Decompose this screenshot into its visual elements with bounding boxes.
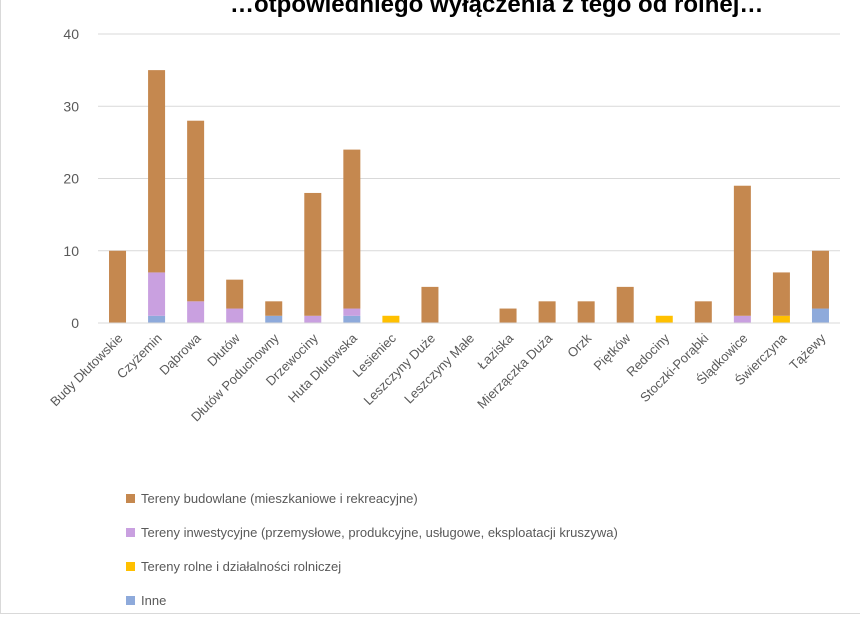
bar-segment	[382, 315, 400, 323]
legend-label: Tereny budowlane (mieszkaniowe i rekreac…	[141, 490, 418, 506]
y-tick-label: 40	[63, 26, 79, 42]
y-axis-ticks: 0 10 20 30 40	[63, 26, 79, 331]
bar-segment	[187, 301, 205, 323]
bar-segment	[304, 315, 322, 323]
y-tick-label: 20	[63, 171, 79, 187]
bar-segment	[655, 315, 673, 323]
bar-segment	[265, 301, 283, 316]
bar-segment	[226, 279, 244, 309]
bar-segment	[811, 308, 829, 323]
legend-swatch	[126, 561, 135, 571]
bar-segment	[421, 286, 439, 323]
bar-segment	[343, 149, 361, 309]
bar-segment	[226, 308, 244, 323]
x-category-label: Orzk	[564, 330, 594, 360]
gridlines	[98, 33, 840, 252]
bar-segment	[109, 250, 127, 323]
y-tick-label: 30	[63, 98, 79, 114]
bar-segment	[811, 250, 829, 309]
bars	[109, 70, 829, 323]
bar-segment	[499, 308, 517, 323]
x-category-label: Leszczyny Małe	[401, 331, 477, 407]
bar-segment	[772, 272, 790, 316]
bar-segment	[265, 315, 283, 323]
bar-segment	[343, 308, 361, 316]
bar-segment	[733, 185, 751, 316]
y-tick-label: 0	[71, 315, 79, 331]
legend-swatch	[126, 595, 135, 605]
bar-segment	[148, 315, 166, 323]
x-category-label: Tążewy	[786, 330, 829, 373]
chart-title: …otpowiedniego wyłączenia z tego od roln…	[230, 0, 764, 18]
bar-segment	[343, 315, 361, 323]
legend-item: Tereny inwestycyjne (przemysłowe, produk…	[126, 515, 618, 549]
bar-segment	[538, 301, 556, 323]
bar-segment	[694, 301, 712, 323]
bar-segment	[733, 315, 751, 323]
bar-segment	[148, 272, 166, 316]
legend-swatch	[126, 527, 135, 537]
legend-swatch	[126, 493, 135, 503]
legend-item: Tereny rolne i działalności rolniczej	[126, 549, 618, 583]
bar-segment	[148, 70, 166, 273]
bar-segment	[187, 120, 205, 302]
bar-segment	[772, 315, 790, 323]
x-category-label: Huta Dłutowska	[285, 330, 361, 406]
x-category-label: Stoczki-Porąbki	[637, 330, 712, 405]
bar-segment	[616, 286, 634, 323]
legend-label: Inne	[141, 592, 167, 608]
legend-item: Inne	[126, 583, 618, 617]
y-tick-label: 10	[63, 243, 79, 259]
legend-item: Tereny budowlane (mieszkaniowe i rekreac…	[126, 481, 618, 515]
legend-label: Tereny inwestycyjne (przemysłowe, produk…	[141, 524, 618, 540]
bar-segment	[304, 192, 322, 316]
x-category-label: Dąbrowa	[156, 330, 204, 378]
legend-label: Tereny rolne i działalności rolniczej	[141, 558, 342, 574]
stacked-bar-chart: 0 10 20 30 40 Budy DłutowskieCzyżeminDąbrowa…	[47, 26, 840, 424]
legend: Tereny budowlane (mieszkaniowe i rekreac…	[126, 481, 618, 617]
bar-segment	[577, 301, 595, 323]
